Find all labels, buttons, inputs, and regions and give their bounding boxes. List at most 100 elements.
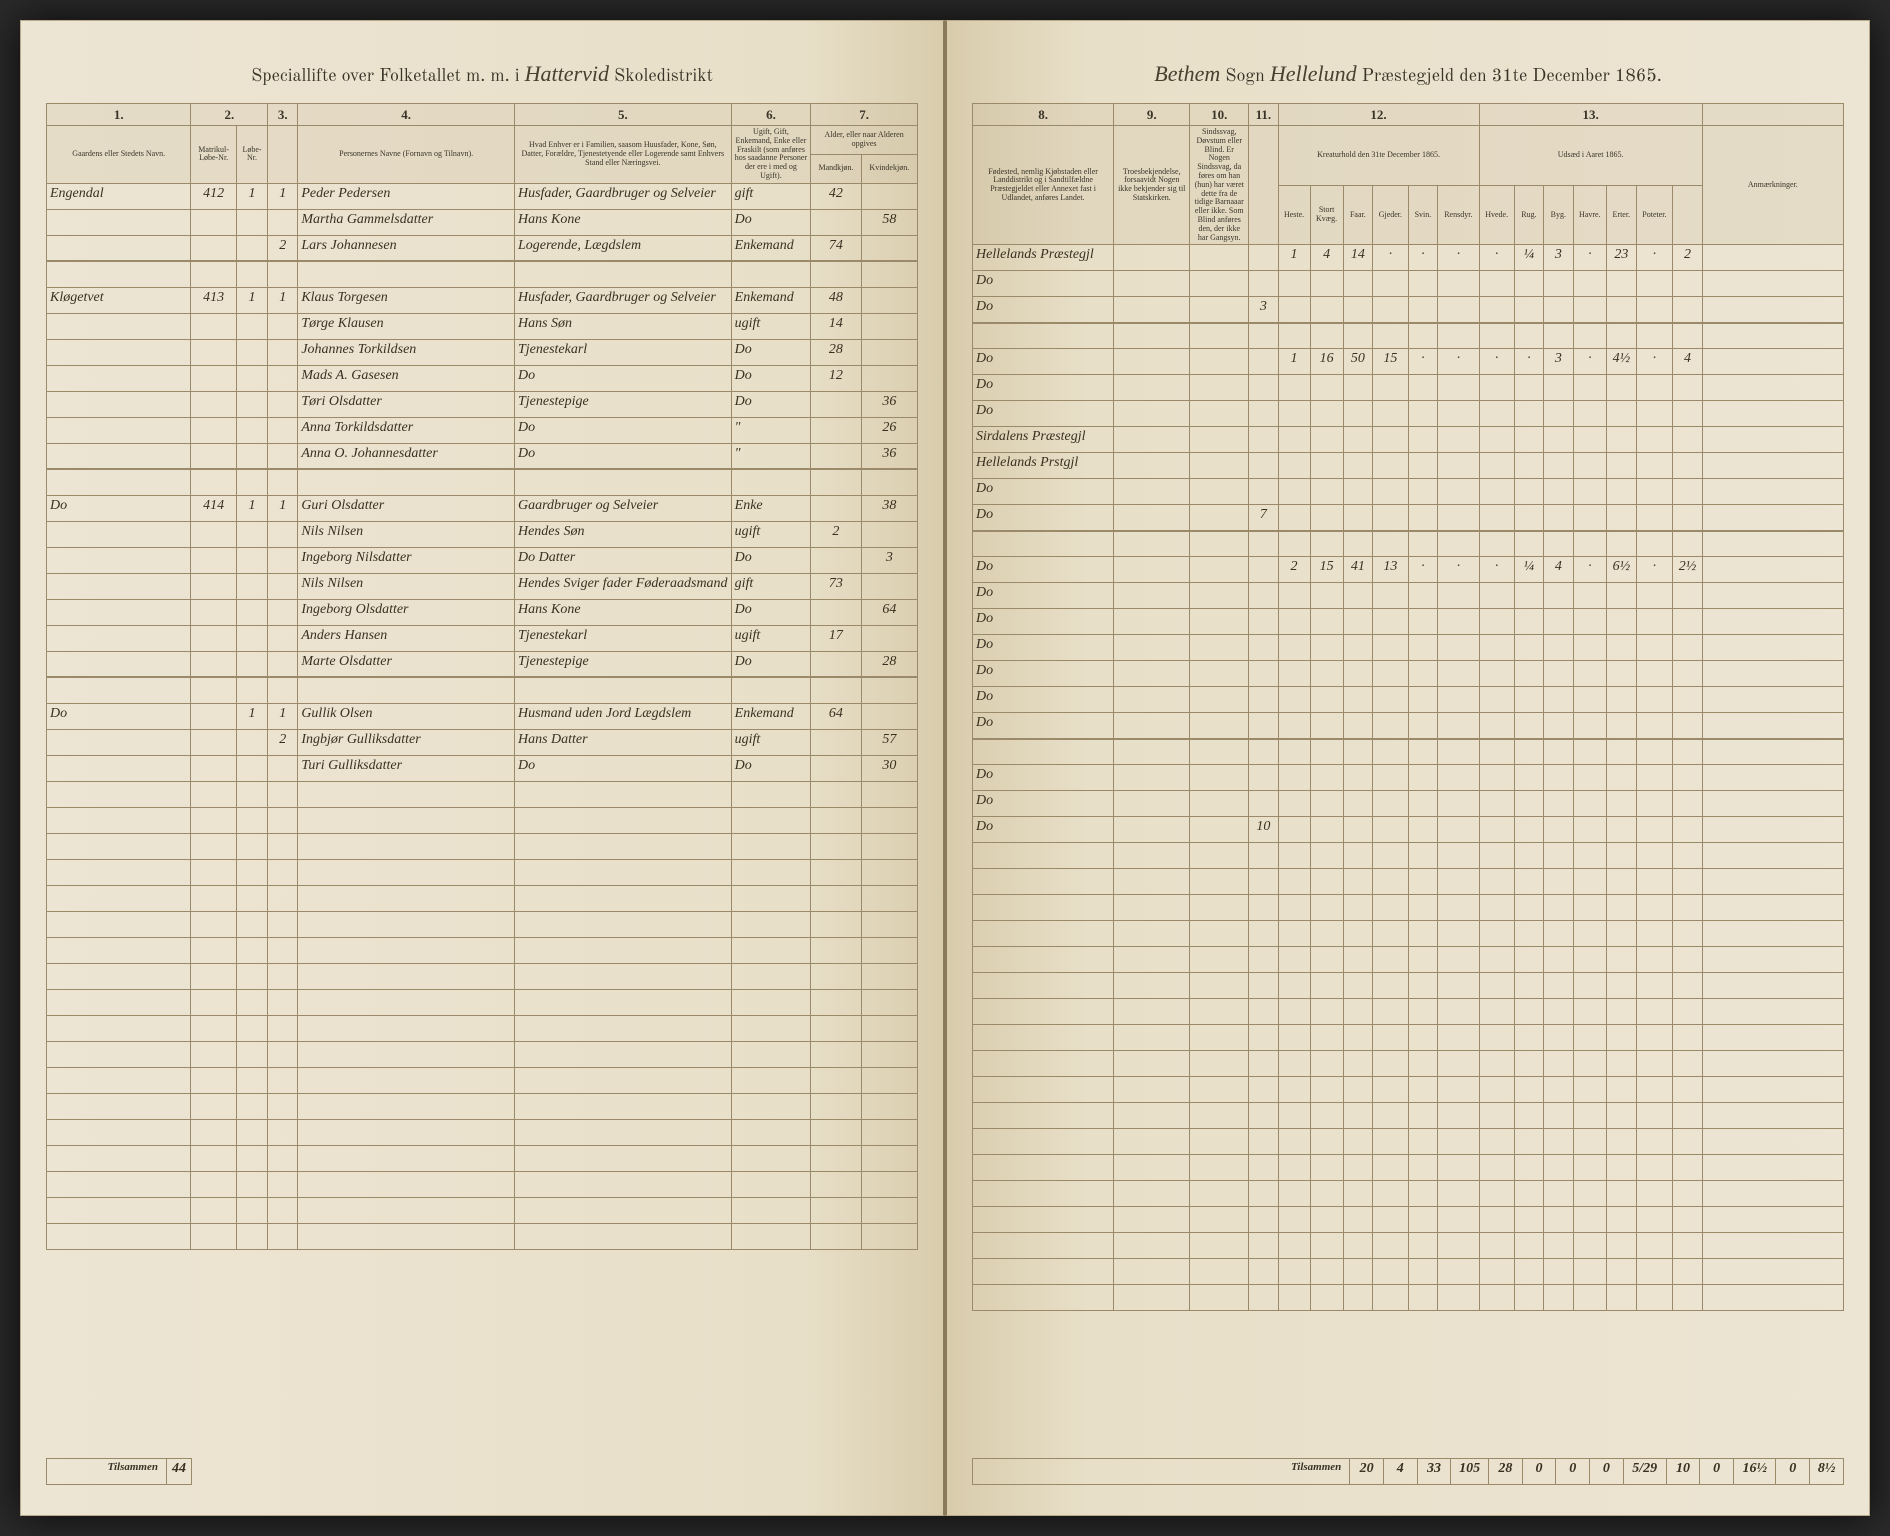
left-page-title: Speciallifte over Folketallet m. m. i Ha… (46, 61, 918, 88)
h13e: Erter. (1607, 185, 1636, 245)
cell (1343, 609, 1372, 635)
col-4-header: Personernes Navne (Fornavn og Tilnavn). (298, 126, 515, 184)
table-row (973, 1259, 1844, 1285)
cell (811, 209, 861, 235)
cell (1514, 687, 1543, 713)
cell (1607, 765, 1636, 791)
cell (1479, 713, 1514, 739)
table-row: Do (973, 609, 1844, 635)
cell: · (1636, 245, 1673, 271)
cell (191, 729, 236, 755)
cell (1479, 791, 1514, 817)
table-row (973, 1181, 1844, 1207)
cell (1514, 661, 1543, 687)
cell (1278, 479, 1310, 505)
table-row: Do (973, 713, 1844, 739)
cell (1278, 661, 1310, 687)
cell (47, 729, 191, 755)
cell (1702, 297, 1843, 323)
cell (1479, 583, 1514, 609)
table-row (47, 1171, 918, 1197)
cell (1636, 791, 1673, 817)
col-10-header: Sindssvag, Døvstum eller Blind. Er Nogen… (1190, 126, 1249, 245)
cell: 26 (861, 417, 917, 443)
cell: 2 (268, 235, 298, 261)
table-row (47, 1093, 918, 1119)
cell (1114, 817, 1190, 843)
cell (191, 651, 236, 677)
cell (1310, 297, 1343, 323)
title-sogn: Sogn (1225, 68, 1265, 86)
table-row: Anders HansenTjenestekarlugift17 (47, 625, 918, 651)
cell (1343, 713, 1372, 739)
cell (1114, 635, 1190, 661)
table-row: Do (973, 661, 1844, 687)
cell: 15 (1373, 349, 1409, 375)
cell (1373, 765, 1409, 791)
cell (1514, 271, 1543, 297)
cell (1343, 427, 1372, 453)
cell (1343, 271, 1372, 297)
cell: · (1373, 245, 1409, 271)
cell (236, 599, 267, 625)
cell: ugift (731, 625, 811, 651)
cell (1607, 453, 1636, 479)
table-row (973, 1233, 1844, 1259)
table-row (973, 1285, 1844, 1311)
cell (1479, 817, 1514, 843)
cell (1310, 609, 1343, 635)
table-row: 2Lars JohannesenLogerende, LægdslemEnkem… (47, 235, 918, 261)
cell (1343, 583, 1372, 609)
cell: Hendes Sviger fader Føderaadsmand (514, 573, 731, 599)
table-row (973, 1077, 1844, 1103)
table-row (973, 947, 1844, 973)
cell (1544, 479, 1573, 505)
cell: 23 (1607, 245, 1636, 271)
cell: 3 (1544, 349, 1573, 375)
cell (268, 651, 298, 677)
cell (1249, 609, 1278, 635)
cell: Hellelands Præstegjl (973, 245, 1114, 271)
cell: Hellelands Prstgjl (973, 453, 1114, 479)
cell: 1 (236, 703, 267, 729)
cell: 64 (861, 599, 917, 625)
cell (1310, 505, 1343, 531)
cell (1479, 297, 1514, 323)
cell (1607, 401, 1636, 427)
col-7b-header: Kvindekjøn. (861, 154, 917, 183)
h12e: Svin. (1408, 185, 1437, 245)
cell (1514, 375, 1543, 401)
table-row (47, 937, 918, 963)
col-5-header: Hvad Enhver er i Familien, saasom Huusfa… (514, 126, 731, 184)
cell (811, 443, 861, 469)
total-cell: 0 (1522, 1459, 1556, 1485)
cell: · (1408, 557, 1437, 583)
table-row: Do (973, 583, 1844, 609)
cell (1438, 505, 1479, 531)
cell (1114, 245, 1190, 271)
cell (1673, 583, 1702, 609)
table-row (973, 1025, 1844, 1051)
cell: Do (973, 505, 1114, 531)
cell (1190, 661, 1249, 687)
cell (1636, 271, 1673, 297)
cell (268, 599, 298, 625)
table-row: Do (973, 401, 1844, 427)
cell (1190, 375, 1249, 401)
cell: 4½ (1607, 349, 1636, 375)
h13c: Byg. (1544, 185, 1573, 245)
table-row: Do41411Guri OlsdatterGaardbruger og Selv… (47, 495, 918, 521)
cell (1408, 427, 1437, 453)
cell: · (1514, 349, 1543, 375)
table-row (973, 999, 1844, 1025)
cell (1573, 505, 1607, 531)
cell (1607, 271, 1636, 297)
cell (191, 521, 236, 547)
cell: Guri Olsdatter (298, 495, 515, 521)
cell: Sirdalens Præstegjl (973, 427, 1114, 453)
cell: 1 (268, 287, 298, 313)
h13b: Rug. (1514, 185, 1543, 245)
cell: Klaus Torgesen (298, 287, 515, 313)
cell (1607, 635, 1636, 661)
cell (1408, 817, 1437, 843)
